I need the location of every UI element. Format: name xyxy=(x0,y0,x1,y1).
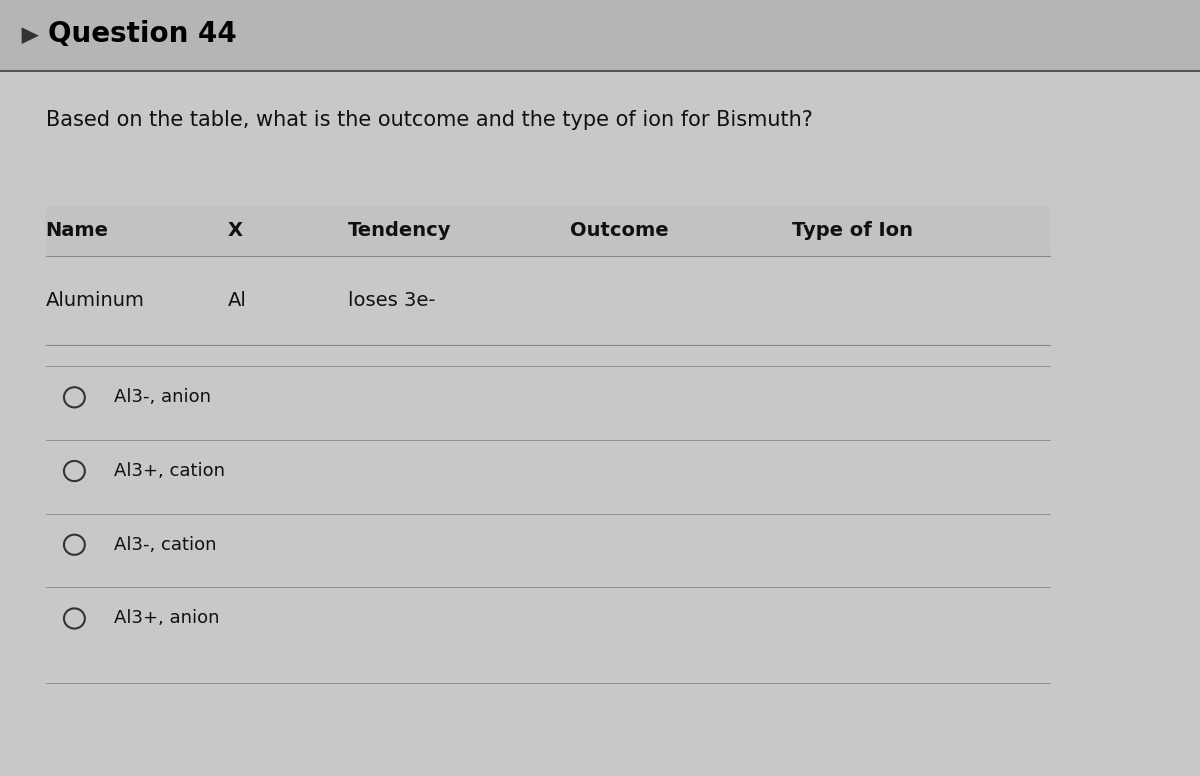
Bar xyxy=(228,206,348,256)
Bar xyxy=(570,256,792,345)
Bar xyxy=(792,206,1050,256)
Text: Al3+, anion: Al3+, anion xyxy=(114,609,220,628)
Polygon shape xyxy=(22,27,38,44)
Bar xyxy=(792,256,1050,345)
Bar xyxy=(348,256,570,345)
Text: Tendency: Tendency xyxy=(348,221,451,241)
Text: Al3-, cation: Al3-, cation xyxy=(114,535,216,554)
Text: Question 44: Question 44 xyxy=(48,20,236,48)
Text: Al: Al xyxy=(228,291,247,310)
Bar xyxy=(46,256,228,345)
Text: Aluminum: Aluminum xyxy=(46,291,144,310)
Text: Outcome: Outcome xyxy=(570,221,668,241)
Text: loses 3e-: loses 3e- xyxy=(348,291,436,310)
Text: Based on the table, what is the outcome and the type of ion for Bismuth?: Based on the table, what is the outcome … xyxy=(46,110,812,130)
Bar xyxy=(570,206,792,256)
Text: X: X xyxy=(228,221,242,241)
Bar xyxy=(0,0,1200,71)
Text: Al3+, cation: Al3+, cation xyxy=(114,462,226,480)
Text: Al3-, anion: Al3-, anion xyxy=(114,388,211,407)
Text: Type of Ion: Type of Ion xyxy=(792,221,913,241)
Bar xyxy=(228,256,348,345)
Text: Name: Name xyxy=(46,221,108,241)
Bar xyxy=(348,206,570,256)
Bar xyxy=(46,206,228,256)
